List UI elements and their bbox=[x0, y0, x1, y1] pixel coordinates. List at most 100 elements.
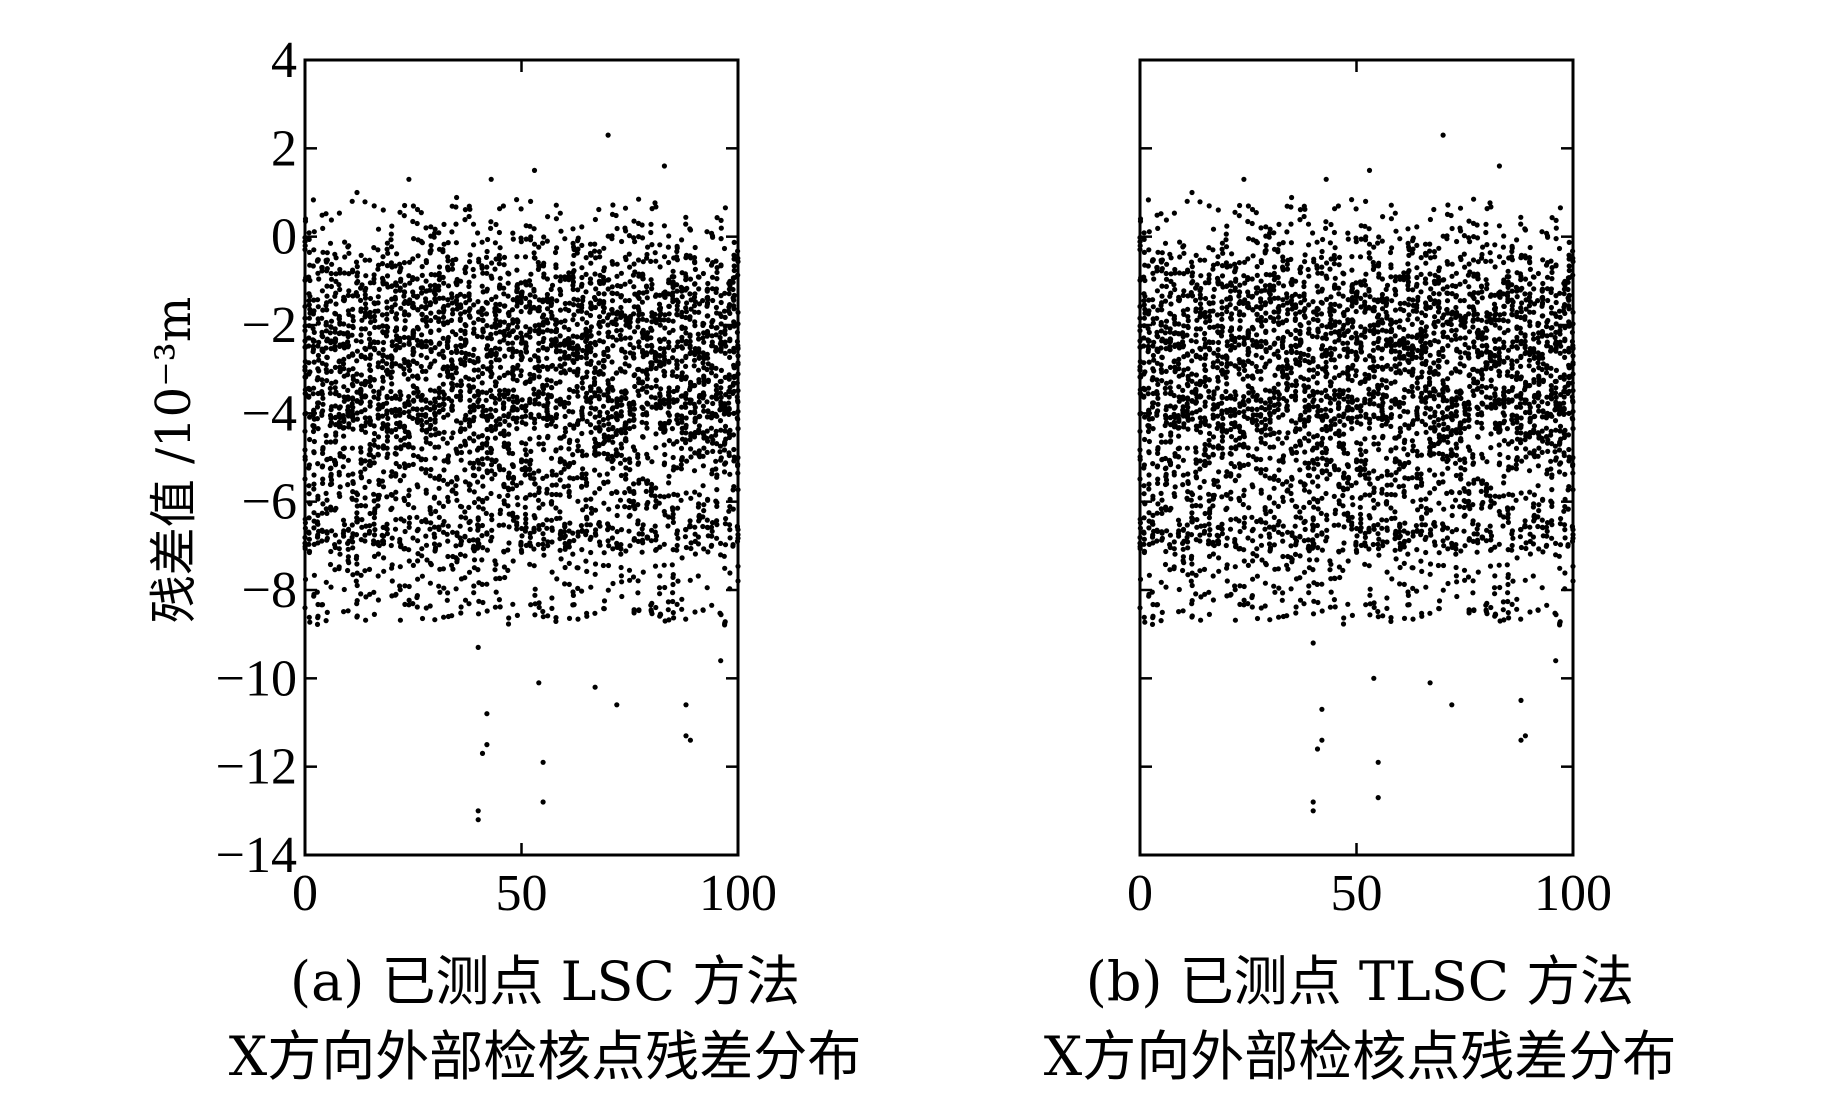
data-point bbox=[557, 307, 564, 313]
data-point bbox=[1158, 432, 1164, 439]
data-point bbox=[510, 364, 516, 371]
data-point bbox=[722, 622, 728, 628]
data-point bbox=[350, 479, 356, 485]
data-point bbox=[674, 362, 680, 368]
data-point bbox=[1214, 275, 1221, 281]
data-point bbox=[388, 388, 394, 395]
data-point bbox=[679, 555, 685, 561]
data-point bbox=[1162, 330, 1168, 336]
data-point bbox=[1189, 570, 1195, 576]
data-point bbox=[557, 342, 563, 348]
data-point bbox=[579, 281, 585, 287]
data-point bbox=[653, 431, 659, 437]
data-point bbox=[1185, 412, 1191, 418]
data-point bbox=[1197, 532, 1203, 538]
data-point bbox=[366, 530, 372, 536]
data-point bbox=[314, 621, 321, 628]
data-point bbox=[371, 394, 377, 400]
data-point bbox=[1176, 343, 1182, 349]
data-point bbox=[362, 288, 368, 294]
data-point bbox=[311, 247, 317, 253]
data-point bbox=[1223, 260, 1229, 266]
y-tick-label: 0 bbox=[271, 209, 297, 266]
data-point bbox=[635, 461, 641, 467]
data-point bbox=[666, 493, 672, 499]
data-point bbox=[527, 561, 533, 567]
data-point bbox=[718, 321, 724, 327]
data-point bbox=[688, 379, 694, 385]
data-point bbox=[631, 536, 638, 542]
data-point bbox=[687, 338, 693, 344]
data-point bbox=[345, 372, 351, 378]
data-point bbox=[345, 342, 352, 349]
data-point bbox=[657, 400, 664, 406]
data-point bbox=[384, 311, 390, 317]
data-point bbox=[652, 200, 658, 206]
data-point bbox=[406, 432, 412, 438]
data-point bbox=[1159, 307, 1165, 313]
data-point bbox=[410, 218, 416, 225]
data-point bbox=[544, 355, 550, 361]
data-point bbox=[1162, 561, 1169, 568]
data-point bbox=[346, 323, 352, 329]
data-point bbox=[558, 445, 564, 451]
data-point bbox=[518, 206, 524, 212]
data-point bbox=[522, 380, 529, 386]
data-point bbox=[362, 382, 368, 388]
data-point bbox=[1146, 338, 1152, 344]
data-point bbox=[1175, 446, 1181, 452]
data-point bbox=[688, 446, 694, 452]
data-point bbox=[501, 482, 507, 488]
data-point bbox=[406, 597, 412, 603]
data-point bbox=[600, 403, 607, 409]
data-point bbox=[692, 299, 699, 305]
data-point bbox=[479, 445, 485, 451]
data-point bbox=[683, 363, 689, 369]
data-point bbox=[636, 290, 642, 296]
data-point bbox=[384, 521, 390, 527]
data-point bbox=[427, 603, 433, 609]
data-point bbox=[1216, 469, 1222, 475]
data-point bbox=[1193, 389, 1199, 396]
data-point bbox=[1145, 197, 1151, 203]
data-point bbox=[528, 543, 534, 549]
data-point bbox=[470, 266, 476, 273]
data-point bbox=[553, 615, 559, 621]
data-point bbox=[1141, 536, 1147, 542]
data-point bbox=[583, 374, 590, 380]
data-point bbox=[721, 308, 728, 314]
data-point bbox=[484, 346, 490, 352]
data-point bbox=[1146, 572, 1152, 578]
data-point bbox=[493, 561, 499, 567]
data-point bbox=[493, 301, 499, 307]
data-point bbox=[527, 436, 533, 442]
data-point bbox=[635, 521, 641, 527]
data-point bbox=[683, 392, 689, 398]
data-point bbox=[397, 209, 403, 215]
data-point bbox=[436, 430, 442, 436]
data-point bbox=[613, 321, 619, 328]
data-point bbox=[645, 244, 651, 250]
data-point bbox=[419, 546, 425, 552]
data-point bbox=[315, 257, 321, 263]
data-point bbox=[592, 444, 598, 450]
data-point bbox=[336, 282, 342, 288]
data-point bbox=[1149, 621, 1156, 628]
data-point bbox=[567, 300, 573, 306]
data-point bbox=[414, 294, 420, 300]
y-tick-label: −4 bbox=[242, 385, 297, 442]
data-point bbox=[341, 398, 347, 404]
data-point bbox=[484, 450, 490, 456]
data-point bbox=[470, 537, 476, 543]
data-point bbox=[405, 501, 411, 508]
data-point bbox=[358, 399, 364, 405]
data-point bbox=[540, 344, 546, 351]
data-point bbox=[584, 610, 590, 616]
data-point bbox=[354, 348, 360, 354]
data-point bbox=[574, 475, 580, 481]
data-point bbox=[617, 413, 624, 419]
data-point bbox=[315, 400, 321, 406]
data-point bbox=[350, 306, 356, 312]
data-point bbox=[489, 512, 495, 518]
data-point bbox=[1162, 422, 1168, 429]
